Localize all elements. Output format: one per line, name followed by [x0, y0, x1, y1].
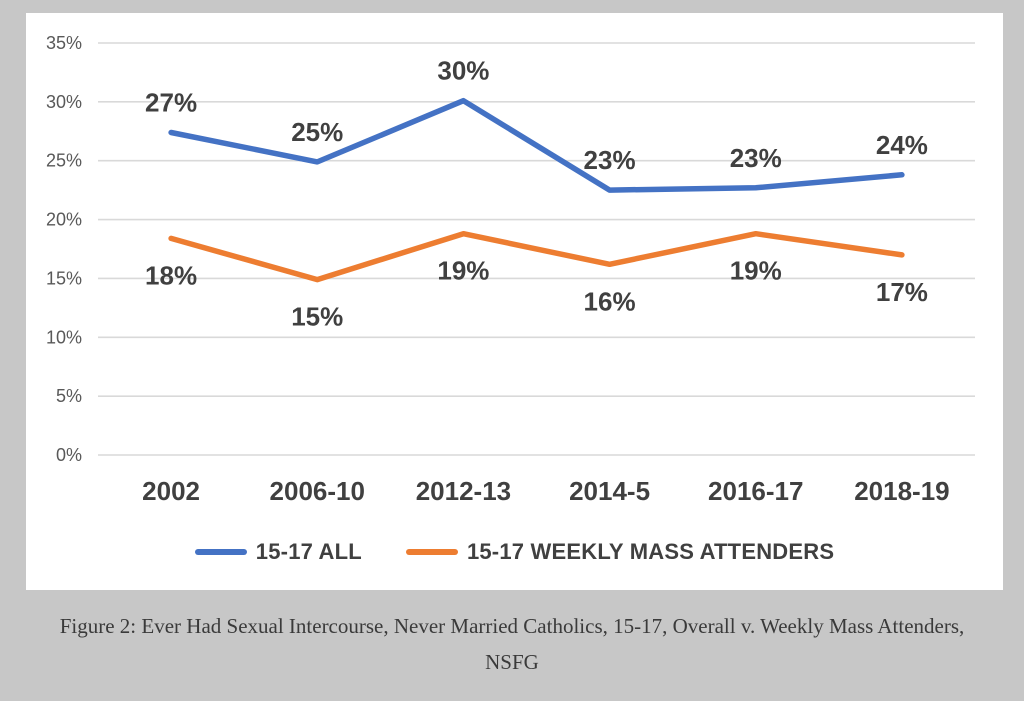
- y-axis-tick-label: 5%: [56, 386, 82, 406]
- data-label-15-17-all: 24%: [876, 130, 928, 160]
- figure-2-line-chart: 0% 5% 10% 15% 20% 25% 30% 35% 2002 2006-10 2012-13…: [46, 33, 975, 506]
- data-label-15-17-all: 23%: [584, 145, 636, 175]
- data-label-15-17-all: 25%: [291, 117, 343, 147]
- figure-caption-line1: Figure 2: Ever Had Sexual Intercourse, N…: [59, 614, 965, 638]
- data-label-15-17-all: 23%: [730, 143, 782, 173]
- data-label-15-17-weekly-mass-attenders: 15%: [291, 302, 343, 332]
- x-axis-category-label: 2002: [142, 476, 200, 506]
- y-axis-tick-label: 10%: [46, 327, 82, 347]
- y-axis-tick-label: 25%: [46, 151, 82, 171]
- data-label-15-17-weekly-mass-attenders: 17%: [876, 277, 928, 307]
- y-axis-tick-label: 15%: [46, 268, 82, 288]
- y-axis-tick-label: 0%: [56, 445, 82, 465]
- y-axis-tick-label: 35%: [46, 33, 82, 53]
- data-label-15-17-weekly-mass-attenders: 19%: [730, 256, 782, 286]
- x-axis-category-label: 2016-17: [708, 476, 803, 506]
- x-axis-category-label: 2006-10: [270, 476, 365, 506]
- y-axis-tick-label: 30%: [46, 92, 82, 112]
- x-axis-category-label: 2018-19: [854, 476, 949, 506]
- legend-line-swatch-blue: [194, 549, 247, 555]
- x-axis-category-label: 2012-13: [416, 476, 511, 506]
- x-axis-category-label: 2014-5: [569, 476, 650, 506]
- data-label-15-17-all: 30%: [437, 56, 489, 86]
- chart-card: 0% 5% 10% 15% 20% 25% 30% 35% 2002 2006-10 2012-13…: [26, 13, 1003, 590]
- data-label-15-17-all: 27%: [145, 87, 197, 117]
- chart-legend: 15-17 ALL 15-17 WEEKLY MASS ATTENDERS: [26, 535, 1003, 569]
- data-label-15-17-weekly-mass-attenders: 19%: [437, 256, 489, 286]
- legend-label-all: 15-17 ALL: [255, 539, 362, 564]
- data-label-15-17-weekly-mass-attenders: 18%: [145, 260, 197, 290]
- figure-caption: Figure 2: Ever Had Sexual Intercourse, N…: [0, 608, 1024, 680]
- legend-item-weekly-mass: 15-17 WEEKLY MASS ATTENDERS: [405, 539, 835, 565]
- legend-label-weekly-mass: 15-17 WEEKLY MASS ATTENDERS: [466, 539, 835, 564]
- data-label-15-17-weekly-mass-attenders: 16%: [584, 286, 636, 316]
- series-line-15-17-weekly-mass-attenders: [168, 230, 905, 283]
- figure-caption-line2: NSFG: [485, 650, 539, 674]
- legend-item-all: 15-17 ALL: [194, 539, 362, 565]
- legend-line-swatch-orange: [405, 549, 458, 555]
- series-line-15-17-all: [168, 97, 905, 193]
- y-axis-tick-label: 20%: [46, 210, 82, 230]
